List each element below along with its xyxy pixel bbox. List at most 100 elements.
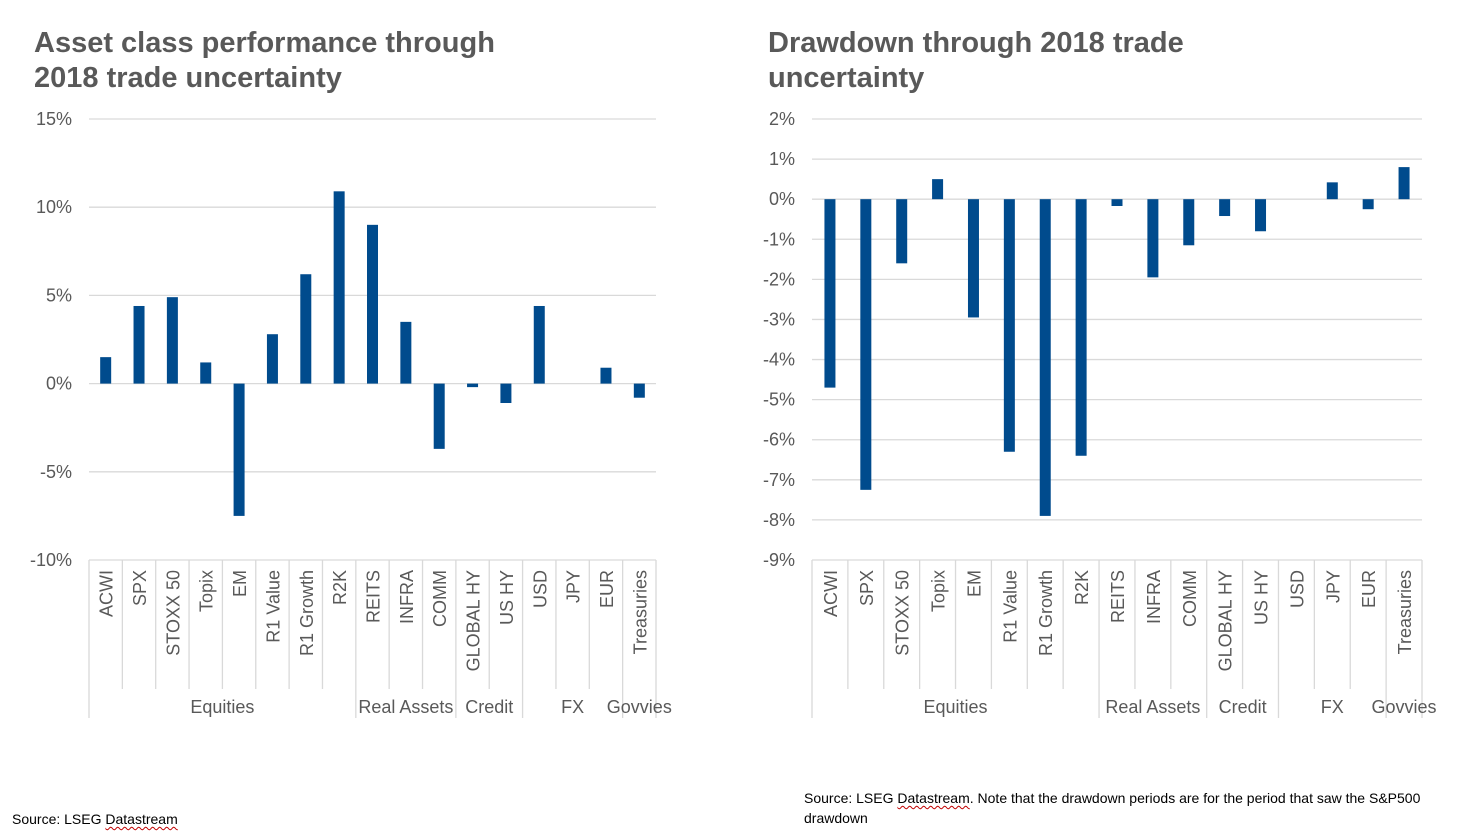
category-label: SPX [130,570,150,606]
source-suffix: . Note that the drawdown periods are for… [804,790,1421,826]
category-label: ACWI [821,570,841,617]
chart-title-line: Asset class performance through [34,27,495,59]
source-note-left: Source: LSEG Datastream [12,809,178,829]
category-label: R2K [330,570,350,605]
y-tick-label: 0% [769,189,795,209]
group-label: Real Assets [1105,697,1200,717]
y-tick-label: -10% [30,550,72,570]
y-tick-label: 1% [769,149,795,169]
chart-title-drawdown: Drawdown through 2018 trade uncertainty [768,26,1184,96]
category-label: INFRA [397,570,417,624]
category-label: REITS [364,570,384,623]
category-label: Treasuries [1395,570,1415,654]
bar-acwi [100,357,112,384]
group-label: Credit [465,697,513,717]
category-label: R2K [1072,570,1092,605]
source-note-right: Source: LSEG Datastream. Note that the d… [804,788,1444,828]
bar-spx [860,199,872,490]
category-label: STOXX 50 [893,570,913,656]
y-tick-label: 5% [46,285,72,305]
bar-r2k [1075,199,1087,456]
category-label: JPY [564,570,584,603]
chart-title-line: 2018 trade uncertainty [34,62,342,94]
bar-comm [1183,199,1195,246]
category-label: USD [530,570,550,608]
category-label: INFRA [1144,570,1164,624]
category-label: EUR [597,570,617,608]
y-tick-label: -2% [763,269,795,289]
group-label: Govvies [1372,697,1437,717]
y-tick-label: -9% [763,550,795,570]
category-label: R1 Value [263,570,283,643]
y-tick-label: -7% [763,470,795,490]
category-label: GLOBAL HY [464,570,484,671]
bar-infra [1147,199,1159,278]
bar-reits [367,224,378,384]
chart-title-line: Drawdown through 2018 trade [768,27,1184,59]
bar-eur [1362,199,1374,210]
bar-global-hy [467,383,479,388]
bar-treasuries [1398,167,1410,200]
bar-jpy [1326,182,1338,200]
bar-us-hy [500,383,512,404]
group-label: FX [1321,697,1344,717]
bar-infra [400,321,412,384]
category-label: Topix [197,570,217,612]
category-label: US HY [1252,570,1272,625]
bar-em [967,199,979,318]
performance-bar-chart: 15% 10% 5% 0% -5% -10% ACWI SPX STOXX 50 Topix EM R… [30,109,672,718]
bar-eur [600,367,612,384]
y-tick-label: 0% [46,374,72,394]
category-label: REITS [1108,570,1128,623]
source-brand: Datastream [897,790,970,806]
drawdown-bar-chart: 2% 1% 0% -1% -2% -3% -4% -5% -6% -7% -8% -9% ACWI SPX… [763,109,1437,718]
category-label: Topix [929,570,949,612]
y-tick-label: -5% [40,462,72,482]
category-label: GLOBAL HY [1216,570,1236,671]
bar-r1-growth [1039,199,1051,516]
bar-reits [1111,199,1123,206]
group-label: Real Assets [358,697,453,717]
category-label: COMM [1180,570,1200,627]
category-label: SPX [857,570,877,606]
bar-usd [533,305,545,384]
category-label: COMM [430,570,450,627]
bar-r1-growth [300,274,312,384]
group-label: Equities [924,697,988,717]
bar-treasuries [633,383,645,398]
y-tick-label: -8% [763,510,795,530]
category-label: STOXX 50 [163,570,183,656]
y-tick-label: -6% [763,430,795,450]
y-tick-label: -1% [763,229,795,249]
category-label: Treasuries [630,570,650,654]
category-label: USD [1287,570,1307,608]
bar-stoxx-50 [166,297,178,384]
bar-us-hy [1255,199,1267,232]
group-label: FX [561,697,584,717]
bar-global-hy [1219,199,1231,217]
bar-topix [932,179,944,200]
bar-comm [433,383,445,449]
category-label: EUR [1359,570,1379,608]
bar-em [233,383,245,516]
category-label: R1 Growth [297,570,317,656]
category-label: EM [964,570,984,597]
group-label: Govvies [607,697,672,717]
y-tick-label: 2% [769,109,795,129]
source-prefix: Source: LSEG [12,811,106,827]
y-tick-label: -4% [763,350,795,370]
group-label: Equities [190,697,254,717]
category-label: EM [230,570,250,597]
category-label: US HY [497,570,517,625]
bar-acwi [824,199,836,388]
category-label: ACWI [97,570,117,617]
bar-spx [133,305,145,384]
y-tick-label: 15% [36,109,72,129]
bar-r2k [333,191,345,384]
category-label: JPY [1323,570,1343,603]
bar-stoxx-50 [896,199,908,264]
source-prefix: Source: LSEG [804,790,898,806]
group-label: Credit [1219,697,1267,717]
chart-title-line: uncertainty [768,62,925,94]
category-label: R1 Growth [1036,570,1056,656]
